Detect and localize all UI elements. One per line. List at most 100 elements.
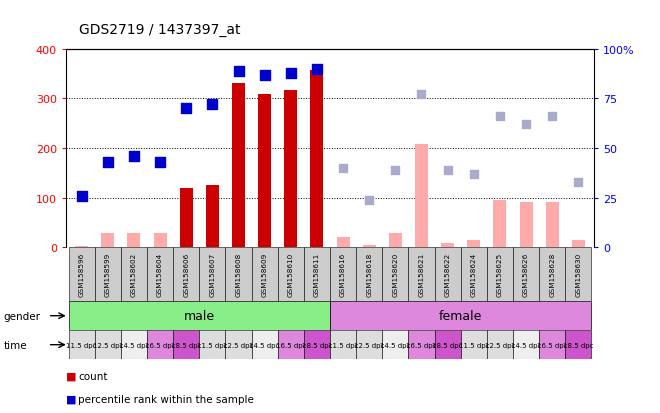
Bar <box>389 234 402 248</box>
Text: 18.5 dpc: 18.5 dpc <box>171 342 201 348</box>
Bar <box>363 245 376 248</box>
Bar <box>101 234 114 248</box>
Bar <box>69 330 95 359</box>
Bar <box>539 330 565 359</box>
Text: GSM158616: GSM158616 <box>340 253 346 297</box>
Bar <box>409 330 434 359</box>
Text: GSM158604: GSM158604 <box>157 253 163 297</box>
Bar <box>284 91 297 248</box>
Bar <box>494 201 506 248</box>
Text: 11.5 dpc: 11.5 dpc <box>67 342 97 348</box>
Text: gender: gender <box>3 311 40 321</box>
Text: GSM158599: GSM158599 <box>105 253 111 297</box>
Text: male: male <box>183 309 215 323</box>
Bar <box>415 145 428 248</box>
Bar <box>382 248 409 301</box>
Bar <box>434 330 461 359</box>
Bar <box>147 330 173 359</box>
Text: 12.5 dpc: 12.5 dpc <box>354 342 384 348</box>
Point <box>312 66 322 73</box>
Point <box>129 153 139 160</box>
Bar <box>173 330 199 359</box>
Text: GSM158625: GSM158625 <box>497 253 503 297</box>
Text: GSM158602: GSM158602 <box>131 253 137 297</box>
Bar <box>127 234 141 248</box>
Point <box>547 114 558 120</box>
Point <box>390 167 401 174</box>
Point <box>207 102 218 108</box>
Text: 14.5 dpc: 14.5 dpc <box>249 342 280 348</box>
Bar <box>180 188 193 248</box>
Text: GSM158624: GSM158624 <box>471 253 477 297</box>
Bar <box>206 186 219 248</box>
Bar <box>199 330 226 359</box>
Bar <box>409 248 434 301</box>
Bar <box>95 330 121 359</box>
Text: GSM158609: GSM158609 <box>261 253 268 297</box>
Point <box>521 121 531 128</box>
Text: female: female <box>439 309 482 323</box>
Point <box>286 70 296 77</box>
Bar <box>69 301 330 330</box>
Point <box>181 106 191 112</box>
Bar <box>304 330 330 359</box>
Bar <box>330 301 591 330</box>
Point <box>155 159 166 166</box>
Text: GSM158621: GSM158621 <box>418 253 424 297</box>
Bar <box>330 330 356 359</box>
Text: ■: ■ <box>66 394 77 404</box>
Bar <box>278 330 304 359</box>
Text: GSM158628: GSM158628 <box>549 253 555 297</box>
Bar <box>487 330 513 359</box>
Text: 11.5 dpc: 11.5 dpc <box>459 342 489 348</box>
Text: GDS2719 / 1437397_at: GDS2719 / 1437397_at <box>79 23 241 37</box>
Bar <box>226 248 251 301</box>
Text: 14.5 dpc: 14.5 dpc <box>380 342 411 348</box>
Bar <box>310 71 323 248</box>
Bar <box>441 244 454 248</box>
Bar <box>251 330 278 359</box>
Text: GSM158596: GSM158596 <box>79 253 84 297</box>
Text: 12.5 dpc: 12.5 dpc <box>484 342 515 348</box>
Text: GSM158611: GSM158611 <box>314 253 320 297</box>
Text: GSM158607: GSM158607 <box>209 253 215 297</box>
Point <box>442 167 453 174</box>
Point <box>469 171 479 178</box>
Bar <box>539 248 565 301</box>
Bar <box>304 248 330 301</box>
Point <box>364 197 374 204</box>
Text: 11.5 dpc: 11.5 dpc <box>197 342 228 348</box>
Point <box>259 72 270 78</box>
Text: ■: ■ <box>66 371 77 381</box>
Text: 12.5 dpc: 12.5 dpc <box>223 342 253 348</box>
Bar <box>546 202 559 248</box>
Text: GSM158620: GSM158620 <box>392 253 399 297</box>
Bar <box>173 248 199 301</box>
Text: 11.5 dpc: 11.5 dpc <box>328 342 358 348</box>
Bar <box>226 330 251 359</box>
Bar <box>513 248 539 301</box>
Bar <box>356 330 382 359</box>
Text: 16.5 dpc: 16.5 dpc <box>537 342 568 348</box>
Bar <box>337 238 350 248</box>
Bar <box>487 248 513 301</box>
Bar <box>154 234 166 248</box>
Point <box>233 68 244 75</box>
Text: time: time <box>3 340 27 350</box>
Point <box>77 193 87 199</box>
Bar <box>232 84 245 248</box>
Text: 14.5 dpc: 14.5 dpc <box>119 342 149 348</box>
Point <box>102 159 113 166</box>
Text: 18.5 dpc: 18.5 dpc <box>563 342 593 348</box>
Text: 18.5 dpc: 18.5 dpc <box>432 342 463 348</box>
Text: 16.5 dpc: 16.5 dpc <box>407 342 437 348</box>
Bar <box>461 330 487 359</box>
Text: 12.5 dpc: 12.5 dpc <box>92 342 123 348</box>
Bar <box>258 95 271 248</box>
Text: 14.5 dpc: 14.5 dpc <box>511 342 541 348</box>
Bar <box>121 330 147 359</box>
Bar <box>572 240 585 248</box>
Text: GSM158608: GSM158608 <box>236 253 242 297</box>
Text: GSM158622: GSM158622 <box>445 253 451 297</box>
Bar <box>75 246 88 248</box>
